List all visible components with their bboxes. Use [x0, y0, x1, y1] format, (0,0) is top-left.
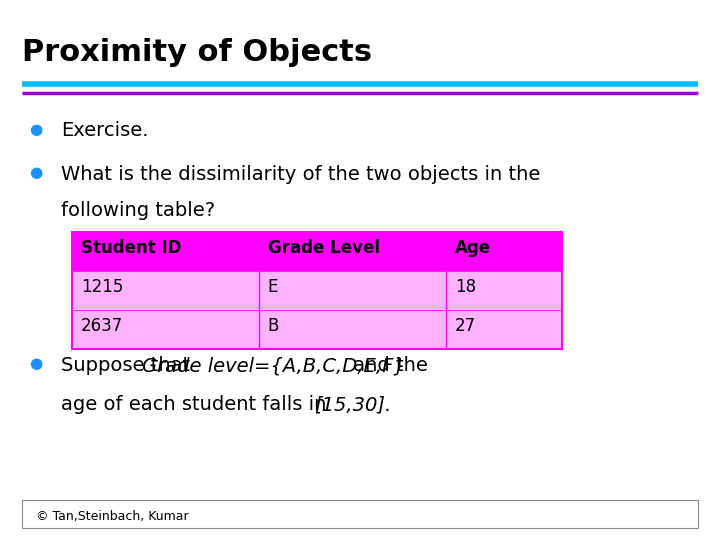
Text: and the: and the: [347, 356, 428, 375]
Text: age of each student falls in: age of each student falls in: [61, 395, 333, 414]
Text: ●: ●: [29, 165, 42, 180]
Text: © Tan,Steinbach, Kumar: © Tan,Steinbach, Kumar: [36, 510, 189, 523]
Text: following table?: following table?: [61, 201, 215, 220]
FancyBboxPatch shape: [72, 310, 562, 349]
Text: [15,30].: [15,30].: [315, 395, 392, 414]
Text: Suppose that: Suppose that: [61, 356, 197, 375]
Text: Age: Age: [455, 239, 491, 257]
Text: Proximity of Objects: Proximity of Objects: [22, 38, 372, 67]
Text: 1215: 1215: [81, 278, 123, 296]
Text: ●: ●: [29, 122, 42, 137]
Text: Grade Level: Grade Level: [268, 239, 380, 257]
Text: 2637: 2637: [81, 317, 123, 335]
Text: ●: ●: [29, 356, 42, 372]
FancyBboxPatch shape: [22, 500, 698, 528]
Text: Student ID: Student ID: [81, 239, 181, 257]
Text: Exercise.: Exercise.: [61, 122, 149, 140]
Text: 18: 18: [455, 278, 476, 296]
FancyBboxPatch shape: [72, 271, 562, 310]
Text: Grade level={A,B,C,D,E,F}: Grade level={A,B,C,D,E,F}: [142, 356, 405, 375]
Text: E: E: [268, 278, 278, 296]
Text: What is the dissimilarity of the two objects in the: What is the dissimilarity of the two obj…: [61, 165, 541, 184]
FancyBboxPatch shape: [72, 232, 562, 271]
Text: 27: 27: [455, 317, 476, 335]
Text: B: B: [268, 317, 279, 335]
